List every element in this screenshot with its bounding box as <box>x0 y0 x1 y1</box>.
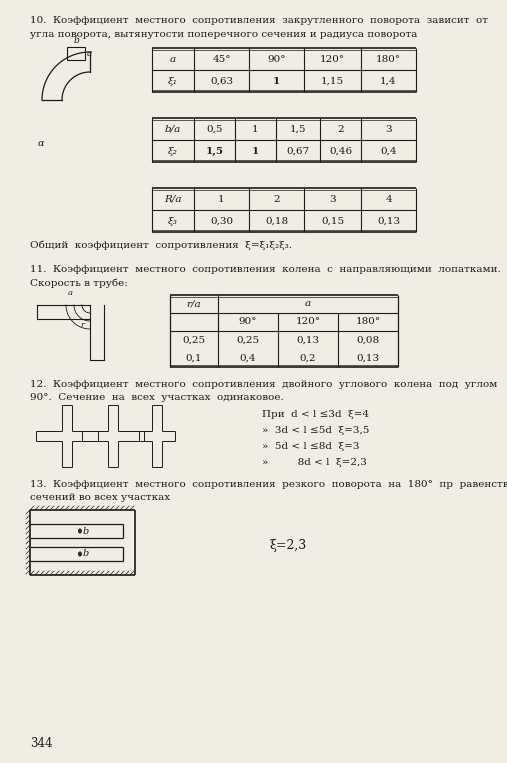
Text: 0,13: 0,13 <box>356 353 380 362</box>
Text: 0,5: 0,5 <box>206 124 223 134</box>
Text: a: a <box>67 289 73 297</box>
Text: 12.  Коэффициент  местного  сопротивления  двойного  углового  колена  под  угло: 12. Коэффициент местного сопротивления д… <box>30 380 497 389</box>
Text: 344: 344 <box>30 737 53 750</box>
Text: 1,15: 1,15 <box>321 76 344 85</box>
Text: b: b <box>73 36 79 45</box>
Text: 45°: 45° <box>212 54 231 63</box>
Text: a: a <box>305 300 311 308</box>
Text: 1: 1 <box>252 124 259 134</box>
Text: r: r <box>80 321 84 329</box>
Text: 90°: 90° <box>239 317 257 327</box>
Text: 90°.  Сечение  на  всех  участках  одинаковое.: 90°. Сечение на всех участках одинаковое… <box>30 393 284 402</box>
Text: Общий  коэффициент  сопротивления  ξ=ξ₁ξ₂ξ₃.: Общий коэффициент сопротивления ξ=ξ₁ξ₂ξ₃… <box>30 240 292 250</box>
Text: 1,5: 1,5 <box>205 146 224 156</box>
Text: 180°: 180° <box>355 317 381 327</box>
Text: 0,46: 0,46 <box>329 146 352 156</box>
Text: 90°: 90° <box>267 54 286 63</box>
Text: 11.  Коэффициент  местного  сопротивления  колена  с  направляющими  лопатками.: 11. Коэффициент местного сопротивления к… <box>30 265 501 274</box>
Text: угла поворота, вытянутости поперечного сечения и радиуса поворота: угла поворота, вытянутости поперечного с… <box>30 30 417 39</box>
Text: 0,13: 0,13 <box>297 336 319 345</box>
Text: 0,08: 0,08 <box>356 336 380 345</box>
Text: 0,15: 0,15 <box>321 217 344 226</box>
Text: Скорость в трубе:: Скорость в трубе: <box>30 278 128 288</box>
Text: 0,25: 0,25 <box>236 336 260 345</box>
Text: 1: 1 <box>218 195 225 204</box>
Text: b: b <box>83 526 89 536</box>
Text: 0,13: 0,13 <box>377 217 400 226</box>
Text: При  d < l ≤3d  ξ=4: При d < l ≤3d ξ=4 <box>262 410 369 419</box>
Text: 1: 1 <box>273 76 280 85</box>
Text: »  5d < l ≤8d  ξ=3: » 5d < l ≤8d ξ=3 <box>262 442 359 451</box>
Text: r/a: r/a <box>187 300 201 308</box>
Text: 0,18: 0,18 <box>265 217 288 226</box>
Text: a: a <box>170 54 176 63</box>
Text: ξ₁: ξ₁ <box>168 76 178 85</box>
Text: 1,4: 1,4 <box>380 76 397 85</box>
Text: 1,5: 1,5 <box>289 124 306 134</box>
Text: »  3d < l ≤5d  ξ=3,5: » 3d < l ≤5d ξ=3,5 <box>262 426 370 435</box>
Text: 120°: 120° <box>320 54 345 63</box>
Text: a: a <box>87 49 92 58</box>
Text: ξ₃: ξ₃ <box>168 217 178 226</box>
Text: ξ=2,3: ξ=2,3 <box>270 539 307 552</box>
Text: 0,1: 0,1 <box>186 353 202 362</box>
Text: 0,4: 0,4 <box>240 353 256 362</box>
Text: b/a: b/a <box>165 124 181 134</box>
Text: 0,67: 0,67 <box>286 146 310 156</box>
Text: 120°: 120° <box>296 317 320 327</box>
Text: ξ₂: ξ₂ <box>168 146 178 156</box>
Text: 0,25: 0,25 <box>183 336 205 345</box>
Text: сечений во всех участках: сечений во всех участках <box>30 493 170 502</box>
Text: 180°: 180° <box>376 54 401 63</box>
Text: 1: 1 <box>252 146 259 156</box>
Text: 2: 2 <box>273 195 280 204</box>
Text: 0,63: 0,63 <box>210 76 233 85</box>
Text: 0,4: 0,4 <box>380 146 397 156</box>
Text: 3: 3 <box>329 195 336 204</box>
Text: R/a: R/a <box>164 195 182 204</box>
Text: 13.  Коэффициент  местного  сопротивления  резкого  поворота  на  180°  пр  раве: 13. Коэффициент местного сопротивления р… <box>30 480 507 489</box>
Text: »         8d < l  ξ=2,3: » 8d < l ξ=2,3 <box>262 458 367 467</box>
Text: 2: 2 <box>337 124 344 134</box>
Text: 0,30: 0,30 <box>210 217 233 226</box>
Text: α: α <box>38 139 45 147</box>
Bar <box>67 47 85 60</box>
Text: 10.  Коэффициент  местного  сопротивления  закрутленного  поворота  зависит  от: 10. Коэффициент местного сопротивления з… <box>30 16 488 25</box>
Text: b: b <box>83 549 89 559</box>
Text: 0,2: 0,2 <box>300 353 316 362</box>
Text: 4: 4 <box>385 195 392 204</box>
Text: 3: 3 <box>385 124 392 134</box>
